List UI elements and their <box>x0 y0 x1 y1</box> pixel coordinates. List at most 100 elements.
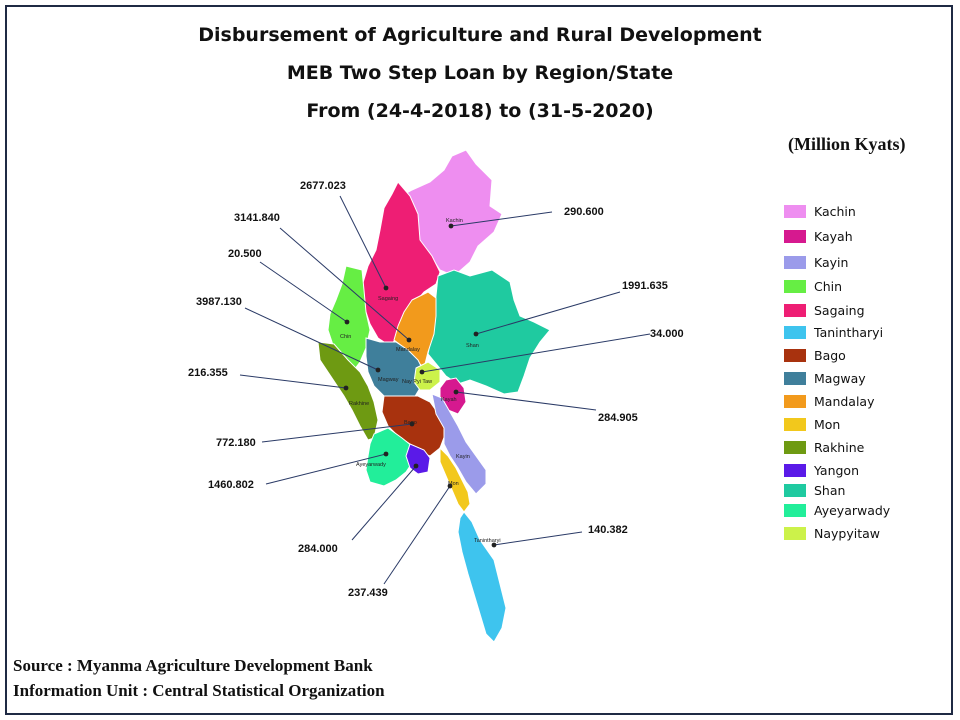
leader-yangon <box>351 465 417 541</box>
legend-swatch <box>784 326 806 339</box>
map-label-ayeyarwady: Ayeyarwady <box>356 462 386 468</box>
dot-mon <box>447 483 453 489</box>
dot-sagaing <box>383 285 389 291</box>
map-label-kachin: Kachin <box>446 218 463 224</box>
map-label-magway: Magway <box>378 377 399 383</box>
legend-label: Kachin <box>814 204 856 219</box>
value-mon: 237.439 <box>348 587 388 599</box>
value-naypyitaw: 34.000 <box>650 328 684 340</box>
chart-title-line-1: Disbursement of Agriculture and Rural De… <box>198 24 762 46</box>
legend-label: Sagaing <box>814 303 865 318</box>
map-label-mandalay: Mandalay <box>396 347 420 353</box>
value-rakhine: 216.355 <box>188 367 228 379</box>
value-tanintharyi: 140.382 <box>588 524 628 536</box>
map-label-kayin: Kayin <box>456 454 470 460</box>
leader-ayeyarwady <box>265 453 387 485</box>
region-shan <box>427 269 551 395</box>
legend-swatch <box>784 418 806 431</box>
legend-label: Mon <box>814 417 841 432</box>
legend-swatch <box>784 349 806 362</box>
legend-label: Bago <box>814 348 846 363</box>
dot-naypyitaw <box>419 369 425 375</box>
value-yangon: 284.000 <box>298 543 338 555</box>
legend-label: Rakhine <box>814 440 865 455</box>
legend-label: Magway <box>814 371 866 386</box>
region-bago <box>381 395 447 457</box>
value-kachin: 290.600 <box>564 206 604 218</box>
legend-swatch <box>784 504 806 517</box>
region-yangon <box>405 443 431 475</box>
source-line: Source : Myanma Agriculture Development … <box>13 656 373 675</box>
region-ayeyarwady <box>365 427 415 487</box>
dot-chin <box>344 319 350 325</box>
dot-mandalay <box>406 337 412 343</box>
region-tanintharyi <box>457 511 507 643</box>
leader-kachin <box>450 211 553 227</box>
region-sagaing <box>361 181 441 347</box>
dot-shan <box>473 331 479 337</box>
leader-mon <box>383 485 451 585</box>
region-naypyitaw <box>413 361 441 391</box>
dot-rakhine <box>343 385 349 391</box>
region-magway <box>365 337 425 399</box>
leader-bago <box>261 423 413 443</box>
legend-label: Kayah <box>814 229 853 244</box>
value-mandalay: 3141.840 <box>234 212 280 224</box>
legend-label: Chin <box>814 279 843 294</box>
legend-swatch <box>784 230 806 243</box>
chart-title-line-3: From (24-4-2018) to (31-5-2020) <box>306 100 654 122</box>
map-label-mon: Mon <box>448 481 459 487</box>
dot-bago <box>409 421 415 427</box>
region-mon <box>439 446 471 513</box>
map-label-tanintharyi: Tanintharyi <box>474 538 501 544</box>
leader-tanintharyi <box>493 531 583 546</box>
info-unit-line: Information Unit : Central Statistical O… <box>13 681 385 700</box>
leader-naypyitaw <box>421 333 651 373</box>
value-sagaing: 2677.023 <box>300 180 346 192</box>
dot-magway <box>375 367 381 373</box>
map-label-rakhine: Rakhine <box>349 401 369 407</box>
legend-label: Mandalay <box>814 394 875 409</box>
map-label-naypyitaw: Nay Pyi Taw <box>402 379 432 385</box>
value-ayeyarwady: 1460.802 <box>208 479 254 491</box>
unit-label: (Million Kyats) <box>788 134 906 154</box>
leader-kayah <box>455 391 597 411</box>
value-kayah: 284.905 <box>598 412 638 424</box>
legend-swatch <box>784 464 806 477</box>
legend-swatch <box>784 441 806 454</box>
legend-label: Tanintharyi <box>814 325 884 340</box>
legend-label: Kayin <box>814 255 849 270</box>
legend-label: Ayeyarwady <box>814 503 891 518</box>
dot-tanintharyi <box>491 542 497 548</box>
legend-label: Yangon <box>814 463 860 478</box>
legend-swatch <box>784 304 806 317</box>
legend-swatch <box>784 256 806 269</box>
value-chin: 20.500 <box>228 248 262 260</box>
map-label-chin: Chin <box>340 334 351 340</box>
legend-label: Naypyitaw <box>814 526 880 541</box>
leader-mandalay <box>279 227 410 341</box>
value-shan: 1991.635 <box>622 280 668 292</box>
map-label-kayah: Kayah <box>441 397 457 403</box>
leader-shan <box>475 291 621 335</box>
leader-chin <box>259 261 348 323</box>
legend-swatch <box>784 372 806 385</box>
value-bago: 772.180 <box>216 437 256 449</box>
legend-swatch <box>784 484 806 497</box>
leader-sagaing <box>339 195 387 289</box>
leader-rakhine <box>239 374 347 389</box>
leader-magway <box>244 307 379 371</box>
legend-swatch <box>784 205 806 218</box>
legend-swatch <box>784 395 806 408</box>
region-rakhine <box>317 341 379 441</box>
chart-title-line-2: MEB Two Step Loan by Region/State <box>286 62 674 84</box>
dot-yangon <box>413 463 419 469</box>
dot-kachin <box>448 223 454 229</box>
dot-kayah <box>453 389 459 395</box>
map-label-sagaing: Sagaing <box>378 296 398 302</box>
map-label-shan: Shan <box>466 343 479 349</box>
dot-ayeyarwady <box>383 451 389 457</box>
region-kayin <box>431 393 487 495</box>
legend-swatch <box>784 280 806 293</box>
